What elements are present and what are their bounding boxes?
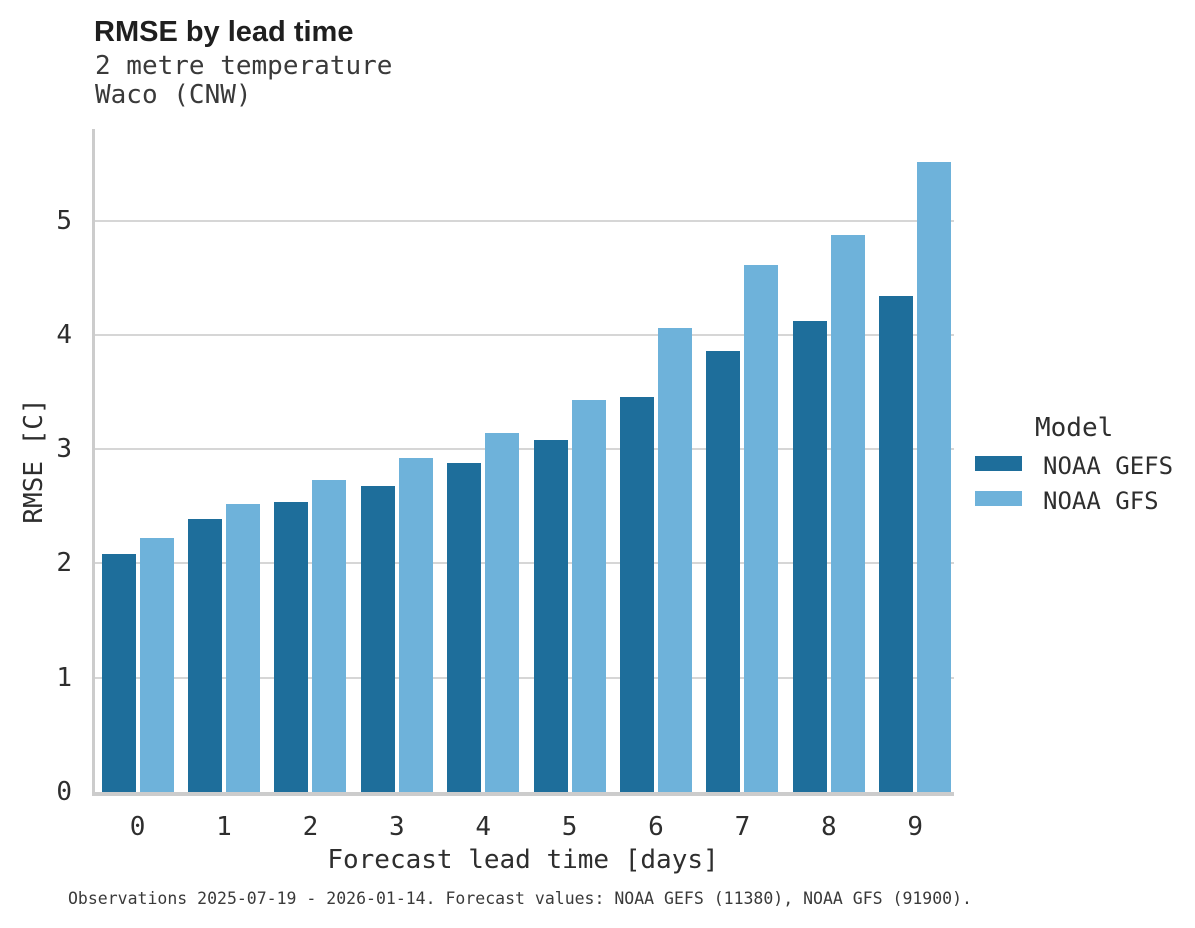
x-axis-line — [92, 792, 954, 796]
chart-title: RMSE by lead time — [94, 16, 354, 48]
legend-swatch — [975, 456, 1022, 471]
bar-noaa-gfs-lead-2 — [312, 479, 347, 792]
bar-noaa-gfs-lead-1 — [226, 503, 260, 792]
bar-noaa-gefs-lead-7 — [706, 350, 741, 792]
legend-title: Model — [1035, 413, 1114, 443]
y-tick-label: 0 — [56, 777, 72, 807]
bar-noaa-gfs-lead-4 — [485, 433, 520, 792]
y-axis-title: RMSE [C] — [19, 398, 49, 524]
x-tick-label: 6 — [648, 812, 664, 842]
x-tick-label: 7 — [734, 812, 751, 842]
legend-swatch — [975, 491, 1022, 506]
y-tick-label: 2 — [56, 548, 72, 579]
gridline-y-3 — [95, 448, 954, 451]
x-tick-label: 2 — [302, 812, 319, 842]
bar-noaa-gefs-lead-8 — [792, 321, 827, 792]
y-tick-label: 5 — [56, 205, 72, 236]
chart-subtitle-line-1: 2 metre temperature — [95, 51, 393, 81]
bar-noaa-gfs-lead-6 — [658, 327, 692, 792]
chart-caption: Observations 2025-07-19 - 2026-01-14. Fo… — [68, 889, 972, 908]
y-axis-line — [92, 129, 95, 796]
legend-item-label: NOAA GEFS — [1043, 452, 1174, 480]
bar-noaa-gfs-lead-7 — [744, 265, 779, 792]
x-tick-label: 9 — [907, 812, 924, 842]
bar-noaa-gfs-lead-0 — [139, 538, 174, 792]
x-axis-title: Forecast lead time [days] — [327, 845, 719, 875]
legend-item-label: NOAA GFS — [1043, 487, 1159, 515]
y-tick-label: 3 — [56, 434, 72, 465]
chart-subtitle-line-2: Waco (CNW) — [95, 80, 252, 110]
gridline-y-4 — [95, 333, 954, 336]
y-tick-label: 1 — [56, 662, 72, 693]
bar-noaa-gfs-lead-9 — [917, 162, 952, 792]
x-tick-label: 0 — [129, 812, 146, 842]
bar-noaa-gefs-lead-0 — [101, 554, 136, 792]
bar-noaa-gfs-lead-8 — [830, 235, 865, 792]
bar-noaa-gfs-lead-5 — [571, 399, 606, 792]
x-tick-label: 8 — [820, 812, 837, 842]
bar-noaa-gfs-lead-3 — [398, 458, 433, 792]
x-tick-label: 1 — [216, 812, 232, 842]
bar-noaa-gefs-lead-5 — [533, 439, 568, 792]
x-tick-label: 5 — [561, 812, 578, 842]
gridline-y-5 — [95, 219, 954, 222]
x-tick-label: 4 — [475, 812, 492, 842]
bar-noaa-gefs-lead-2 — [274, 501, 309, 792]
bar-noaa-gefs-lead-4 — [447, 462, 482, 792]
y-tick-label: 4 — [56, 319, 72, 350]
x-tick-label: 3 — [388, 812, 405, 842]
bar-noaa-gefs-lead-1 — [188, 518, 222, 792]
bar-noaa-gefs-lead-9 — [879, 295, 914, 792]
bar-noaa-gefs-lead-3 — [360, 485, 395, 792]
gridline-y-2 — [95, 562, 954, 565]
bar-noaa-gefs-lead-6 — [620, 396, 654, 792]
gridline-y-1 — [95, 676, 954, 679]
